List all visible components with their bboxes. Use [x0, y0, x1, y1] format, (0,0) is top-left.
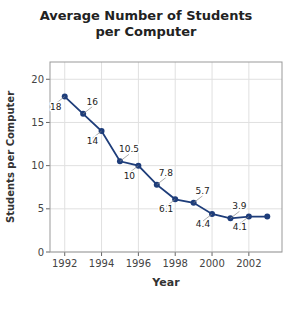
x-tick-label: 1998	[162, 258, 187, 269]
y-tick	[46, 122, 50, 123]
x-tick	[138, 252, 139, 256]
data-label: 18	[50, 102, 62, 112]
y-grid-line	[50, 165, 282, 166]
data-group	[62, 94, 271, 222]
chart-svg: Average Number of Studentsper Computer 0 5…	[0, 0, 292, 315]
chart-container: Average Number of Studentsper Computer 0 5…	[0, 0, 292, 315]
label-leader	[83, 107, 92, 114]
label-leader	[120, 154, 129, 161]
y-tick	[46, 165, 50, 166]
data-label: 3.9	[232, 201, 247, 211]
data-label: 4.4	[196, 219, 211, 229]
line	[65, 97, 268, 219]
x-tick	[64, 252, 65, 256]
x-grid-line	[175, 62, 176, 252]
x-tick	[212, 252, 213, 256]
y-grid-line	[50, 122, 282, 123]
x-grid-line	[101, 62, 102, 252]
x-tick-label: 2000	[199, 258, 224, 269]
title: Average Number of Studentsper Computer	[40, 8, 253, 39]
data-label: 16	[86, 97, 98, 107]
data-label: 10	[124, 171, 136, 181]
data-label: 4.1	[233, 222, 247, 232]
y-tick	[46, 79, 50, 80]
data-label: 5.7	[195, 186, 209, 196]
x-grid-line	[64, 62, 65, 252]
data-label: 7.8	[159, 168, 174, 178]
x-tick-label: 1994	[89, 258, 114, 269]
data-labels: 18 16 14 10.5 10 7.8 6.1 5.7 4.4 3.9 4.1	[50, 97, 249, 232]
y-tick-label: 15	[31, 117, 44, 128]
x-tick-label: 1996	[126, 258, 151, 269]
y-tick-label: 0	[38, 247, 44, 258]
y-axis-label: Students per Computer	[5, 91, 16, 223]
data-label: 14	[87, 136, 99, 146]
label-leader	[194, 196, 203, 203]
title-line: Average Number of Students	[40, 8, 253, 23]
x-grid-line	[212, 62, 213, 252]
label-leader	[157, 178, 166, 185]
x-tick	[248, 252, 249, 256]
x-tick	[175, 252, 176, 256]
x-grid-line	[138, 62, 139, 252]
y-tick-label: 5	[38, 203, 44, 214]
y-tick-label: 10	[31, 160, 44, 171]
y-tick	[46, 208, 50, 209]
plot-frame	[50, 62, 282, 252]
title-line: per Computer	[95, 24, 197, 39]
x-tick-label: 1992	[52, 258, 77, 269]
label-leader	[230, 211, 239, 218]
x-grid-line	[248, 62, 249, 252]
data-label: 6.1	[159, 204, 173, 214]
grid	[50, 62, 282, 252]
point	[264, 214, 270, 220]
y-grid-line	[50, 79, 282, 80]
x-tick	[101, 252, 102, 256]
x-tick-label: 2002	[236, 258, 261, 269]
x-axis-label: Year	[151, 276, 180, 289]
data-label: 10.5	[119, 144, 139, 154]
y-tick	[46, 252, 50, 253]
y-tick-label: 20	[31, 74, 44, 85]
